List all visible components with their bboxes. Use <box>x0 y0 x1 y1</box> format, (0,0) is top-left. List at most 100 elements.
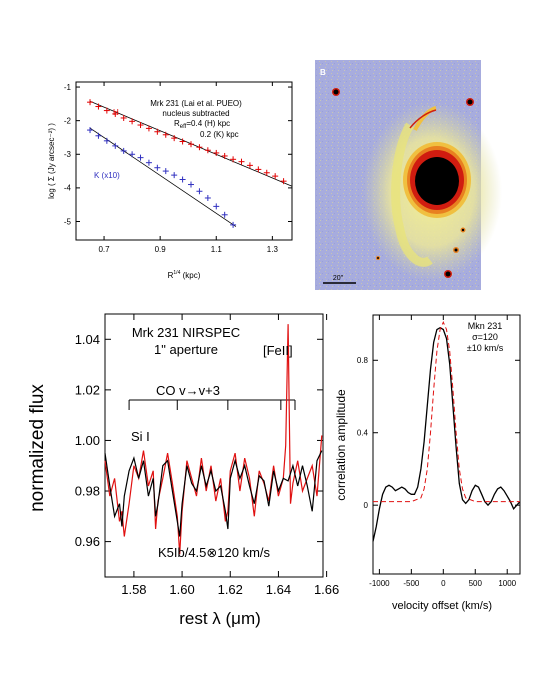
spectrum-title-line-1: Mrk 231 NIRSPEC <box>132 325 240 340</box>
h-band-point <box>129 118 136 125</box>
field-star-core <box>377 257 379 259</box>
template-label: K5Ib/4.5⊗120 km/s <box>158 545 271 560</box>
tidal-tail-south <box>391 122 433 267</box>
spectrum-y-tick-label: 0.96 <box>75 534 100 549</box>
surface-brightness-plot-frame <box>75 81 293 241</box>
h-band-point <box>238 158 245 165</box>
k-band-point <box>179 176 186 183</box>
h-band-point <box>204 147 211 154</box>
profile-x-axis-label-sup: 1/4 <box>173 270 180 276</box>
k-band-point <box>129 151 136 158</box>
feii-line-label: [FeII] <box>263 343 293 358</box>
h-band-point <box>87 99 94 106</box>
k-band-point <box>145 159 152 166</box>
spectrum-x-tick-label: 1.62 <box>218 582 243 597</box>
profile-x-axis-label-unit: (kpc) <box>180 271 200 280</box>
correlation-x-tick-label: 0 <box>441 579 446 588</box>
h-band-point <box>103 107 110 114</box>
spectrum-y-tick-label: 1.00 <box>75 433 100 448</box>
spectrum-lines <box>104 324 323 555</box>
h-band-point <box>120 114 127 121</box>
correlation-x-axis-label: velocity offset (km/s) <box>392 600 492 612</box>
field-star-core <box>461 228 465 232</box>
spectrum-title-line-2: 1" aperture <box>154 342 218 357</box>
spectrum-x-tick-label: 1.58 <box>121 582 146 597</box>
h-band-point <box>272 173 279 180</box>
spectrum-y-tick-label: 1.04 <box>75 332 100 347</box>
correlation-title-line-1: Mkn 231 <box>468 321 503 331</box>
k-band-point <box>103 137 110 144</box>
h-band-point <box>196 144 203 151</box>
correlation-lines <box>372 320 521 542</box>
profile-annotation-reff-sub: eff <box>180 124 187 130</box>
h-band-point <box>162 131 169 138</box>
si-line-label: Si I <box>131 429 150 444</box>
correlation-x-tick-label: -500 <box>403 579 420 588</box>
image-panel-label: B <box>320 68 326 77</box>
correlation-y-tick-label: 0 <box>364 501 369 510</box>
profile-x-axis-label: R1/4 (kpc) <box>168 270 201 280</box>
h-band-point <box>145 125 152 132</box>
correlation-x-tick-label: -1000 <box>369 579 390 588</box>
galaxy-core <box>415 157 459 205</box>
correlation-y-axis-label: correlation amplitude <box>334 389 348 501</box>
h-band-point <box>263 169 270 176</box>
correlation-panel: -1000 -500 0 500 1000 0 0.4 0.8 Mkn 231 σ=120 ±… <box>334 314 521 612</box>
h-band-point <box>112 110 119 117</box>
profile-fit-line <box>89 127 237 227</box>
correlation-title-line-3: ±10 km/s <box>467 343 504 353</box>
spectrum-x-axis-label: rest λ (μm) <box>179 609 261 628</box>
field-stars <box>332 88 474 278</box>
profile-annotation-line-1: Mrk 231 (Lai et al. PUEO) <box>150 99 242 108</box>
h-band-point <box>246 162 253 169</box>
h-band-point <box>137 122 144 129</box>
h-band-point <box>230 156 237 163</box>
h-band-point <box>255 166 262 173</box>
correlation-ticks: -1000 -500 0 500 1000 0 0.4 0.8 <box>357 315 520 588</box>
k-band-point <box>95 132 102 139</box>
profile-x-tick-label: 1.1 <box>211 245 223 254</box>
tidal-arc-north-core <box>409 109 437 129</box>
spectrum-x-tick-label: 1.64 <box>266 582 291 597</box>
h-band-point <box>188 141 195 148</box>
profile-x-tick-label: 0.9 <box>155 245 167 254</box>
mrk231-spectrum-line <box>104 324 323 555</box>
surface-brightness-ticks: 0.7 0.9 1.1 1.3 -1 -2 -3 -4 -5 <box>64 82 292 254</box>
h-band-point <box>280 178 287 185</box>
surface-brightness-markers <box>87 99 287 228</box>
profile-y-tick-label: -5 <box>64 217 72 226</box>
k-band-point <box>137 154 144 161</box>
k-band-point <box>196 188 203 195</box>
surface-brightness-panel: 0.7 0.9 1.1 1.3 -1 -2 -3 -4 -5 Mrk 231 (Lai et a… <box>47 81 293 280</box>
k-band-point <box>213 203 220 210</box>
k-band-point <box>162 168 169 175</box>
profile-x-axis-label-main: R <box>168 271 174 280</box>
spectrum-x-tick-label: 1.60 <box>169 582 194 597</box>
spectrum-y-axis-label: normalized flux <box>27 384 48 512</box>
profile-x-tick-label: 1.3 <box>267 245 279 254</box>
tidal-arc-north <box>413 106 437 131</box>
profile-annotation-line-4: 0.2 (K) kpc <box>200 130 239 139</box>
correlation-title-line-2: σ=120 <box>472 332 498 342</box>
spectrum-x-tick-label: 1.66 <box>314 582 339 597</box>
correlation-plot-frame <box>372 314 521 575</box>
k-band-point <box>87 127 94 134</box>
profile-x-tick-label: 0.7 <box>98 245 110 254</box>
field-star-core <box>467 99 473 105</box>
field-star-core <box>333 89 339 95</box>
k-band-point <box>221 211 228 218</box>
k-band-point <box>120 147 127 154</box>
h-band-point <box>95 103 102 110</box>
profile-annotation-line-2: nucleus subtracted <box>162 109 229 118</box>
profile-y-tick-label: -2 <box>64 116 72 125</box>
profile-annotation-reff-value: =0.4 (H) kpc <box>186 119 230 128</box>
k-band-point <box>171 172 178 179</box>
h-band-point <box>179 138 186 145</box>
profile-annotation-reff: Reff=0.4 (H) kpc <box>174 119 230 130</box>
gaussian-fit-line <box>373 320 520 503</box>
k-band-point <box>112 142 119 149</box>
k-band-point <box>154 164 161 171</box>
correlation-y-tick-label: 0.4 <box>357 429 369 438</box>
k-band-point <box>204 194 211 201</box>
h-band-point <box>154 128 161 135</box>
